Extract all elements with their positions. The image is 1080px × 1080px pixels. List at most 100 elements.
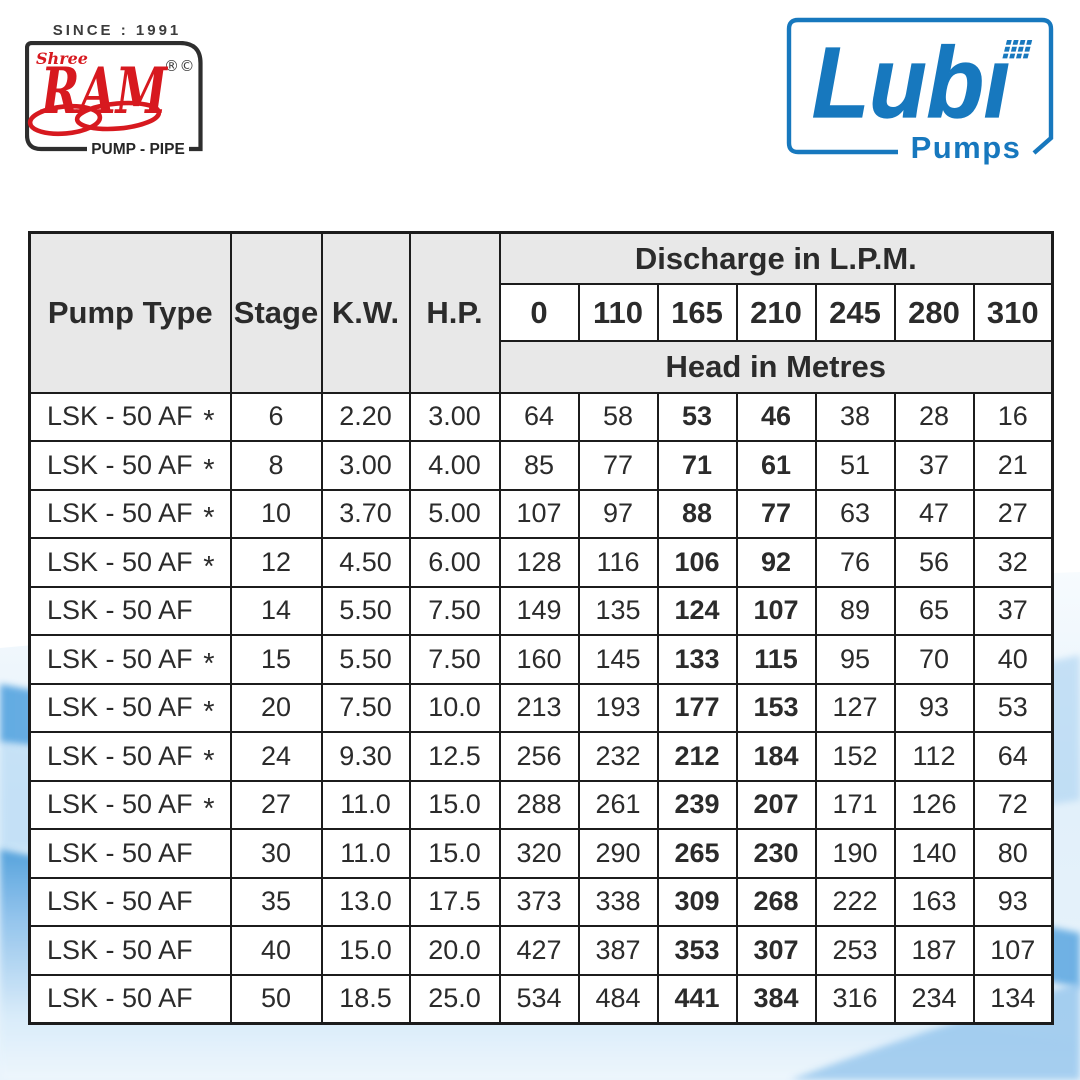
cell-head-value: 76 [814, 537, 896, 588]
cell-kw: 11.0 [320, 828, 411, 879]
table-row: LSK - 50 AF 50 18.5 25.0 534 484 441 384 316 234 1… [28, 973, 1054, 1024]
cell-stage: 35 [229, 876, 323, 927]
cell-head-value: 265 [656, 828, 738, 879]
header-stage: Stage [229, 231, 323, 394]
pump-type-name: LSK - 50 AF [47, 934, 193, 965]
cell-head-value: 38 [814, 391, 896, 442]
cell-head-value: 213 [498, 682, 580, 733]
header-kw: K.W. [320, 231, 411, 394]
cell-head-value: 288 [498, 779, 580, 830]
cell-pump-type: LSK - 50 AF [28, 876, 232, 927]
cell-kw: 11.0 [320, 779, 411, 830]
cell-stage: 15 [229, 634, 323, 685]
cell-head-value: 92 [735, 537, 817, 588]
table-row: LSK - 50 AF * 15 5.50 7.50 160 145 133 115 95 70 40 [28, 634, 1054, 685]
ram-text: RAM [40, 54, 169, 129]
cell-head-value: 77 [577, 440, 659, 491]
cell-hp: 12.5 [408, 731, 501, 782]
cell-head-value: 93 [972, 876, 1054, 927]
pump-type-name: LSK - 50 AF [47, 983, 193, 1013]
cell-stage: 50 [229, 973, 323, 1024]
cell-head-value: 384 [735, 973, 817, 1024]
table-row: LSK - 50 AF * 20 7.50 10.0 213 193 177 153 127 93 5… [28, 682, 1054, 733]
cell-head-value: 65 [893, 585, 975, 636]
pump-type-star: * [203, 696, 215, 729]
cell-kw: 5.50 [320, 585, 411, 636]
cell-kw: 2.20 [320, 391, 411, 442]
cell-head-value: 256 [498, 731, 580, 782]
pump-type-star: * [203, 793, 215, 826]
cell-kw: 18.5 [320, 973, 411, 1024]
cell-kw: 7.50 [320, 682, 411, 733]
cell-head-value: 61 [735, 440, 817, 491]
header-discharge-value: 110 [577, 282, 659, 342]
cell-head-value: 37 [893, 440, 975, 491]
cell-head-value: 261 [577, 779, 659, 830]
lubi-text: Lubı [812, 27, 1010, 139]
header-discharge-title: Discharge in L.P.M. [498, 231, 1054, 285]
cell-head-value: 320 [498, 828, 580, 879]
cell-head-value: 140 [893, 828, 975, 879]
cell-head-value: 184 [735, 731, 817, 782]
cell-head-value: 47 [893, 488, 975, 539]
pump-type-name: LSK - 50 AF [47, 740, 193, 771]
cell-head-value: 234 [893, 973, 975, 1024]
cell-hp: 7.50 [408, 585, 501, 636]
pumps-text: Pumps [911, 130, 1022, 165]
cell-pump-type: LSK - 50 AF * [28, 779, 232, 830]
cell-stage: 6 [229, 391, 323, 442]
ram-logo-box: Shree ®© RAM PUMP - PIPE [24, 40, 205, 158]
cell-head-value: 253 [814, 925, 896, 976]
cell-hp: 5.00 [408, 488, 501, 539]
header-head-title: Head in Metres [498, 339, 1054, 394]
cell-head-value: 149 [498, 585, 580, 636]
cell-head-value: 134 [972, 973, 1054, 1024]
pixel-grid-icon [1002, 40, 1033, 59]
cell-hp: 15.0 [408, 828, 501, 879]
table-row: LSK - 50 AF * 24 9.30 12.5 256 232 212 184 152 112… [28, 731, 1054, 782]
cell-head-value: 107 [498, 488, 580, 539]
cell-hp: 15.0 [408, 779, 501, 830]
cell-head-value: 107 [735, 585, 817, 636]
cell-hp: 10.0 [408, 682, 501, 733]
pump-type-name: LSK - 50 AF [47, 546, 193, 577]
cell-hp: 3.00 [408, 391, 501, 442]
cell-kw: 13.0 [320, 876, 411, 927]
header-discharge-value: 245 [814, 282, 896, 342]
cell-head-value: 71 [656, 440, 738, 491]
cell-hp: 25.0 [408, 973, 501, 1024]
cell-hp: 20.0 [408, 925, 501, 976]
cell-head-value: 353 [656, 925, 738, 976]
table-row: LSK - 50 AF * 10 3.70 5.00 107 97 88 77 63 47 27 [28, 488, 1054, 539]
cell-head-value: 187 [893, 925, 975, 976]
cell-head-value: 230 [735, 828, 817, 879]
trademark-marks: ®© [164, 57, 195, 75]
cell-head-value: 171 [814, 779, 896, 830]
cell-head-value: 268 [735, 876, 817, 927]
cell-head-value: 28 [893, 391, 975, 442]
cell-head-value: 160 [498, 634, 580, 685]
cell-pump-type: LSK - 50 AF [28, 973, 232, 1024]
pump-type-star: * [203, 647, 215, 680]
cell-head-value: 64 [972, 731, 1054, 782]
cell-head-value: 72 [972, 779, 1054, 830]
cell-kw: 3.70 [320, 488, 411, 539]
cell-kw: 9.30 [320, 731, 411, 782]
cell-hp: 7.50 [408, 634, 501, 685]
cell-head-value: 16 [972, 391, 1054, 442]
header-discharge-value: 210 [735, 282, 817, 342]
cell-stage: 14 [229, 585, 323, 636]
cell-head-value: 135 [577, 585, 659, 636]
cell-hp: 17.5 [408, 876, 501, 927]
lubi-logo-svg: Lubı Pumps [786, 17, 1054, 165]
cell-pump-type: LSK - 50 AF * [28, 682, 232, 733]
cell-head-value: 46 [735, 391, 817, 442]
lubi-box-border [786, 17, 1054, 155]
cell-head-value: 77 [735, 488, 817, 539]
cell-stage: 27 [229, 779, 323, 830]
cell-hp: 6.00 [408, 537, 501, 588]
cell-head-value: 193 [577, 682, 659, 733]
cell-pump-type: LSK - 50 AF [28, 828, 232, 879]
pump-type-name: LSK - 50 AF [47, 401, 193, 432]
cell-kw: 3.00 [320, 440, 411, 491]
